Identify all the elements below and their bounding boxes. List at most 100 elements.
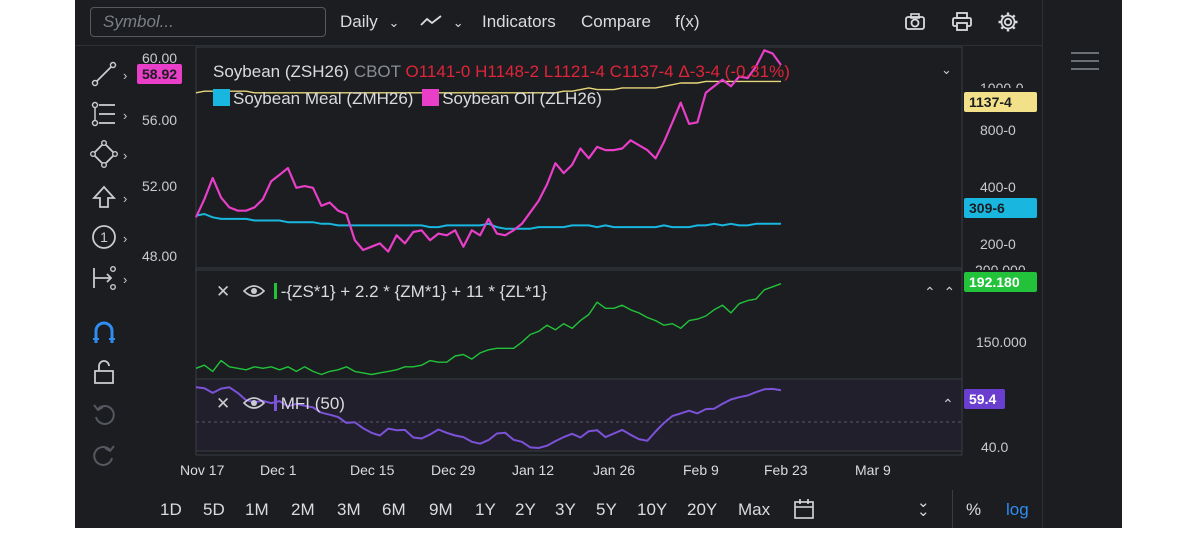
range-button-6m[interactable]: 6M [382, 500, 406, 519]
undo-button[interactable] [89, 398, 119, 428]
eye-icon[interactable] [242, 284, 266, 298]
trendline-icon [91, 61, 117, 87]
right-axis-tick-clipped: 1000-0 [980, 80, 1024, 88]
spread-legend: ✕ -{ZS*1} + 2.2 * {ZM*1} + 11 * {ZL*1} [216, 282, 547, 302]
arrow-tool[interactable] [89, 182, 119, 212]
symbol-search-input[interactable] [90, 7, 326, 37]
x-axis-label: Jan 26 [593, 462, 636, 478]
meal-price-badge: 309-6 [964, 198, 1037, 218]
calendar-icon[interactable] [793, 498, 815, 520]
main-series-name: Soybean (ZSH26) [213, 62, 350, 81]
chevron-down-icon: ⌄ [388, 15, 400, 30]
gear-icon[interactable] [996, 10, 1020, 34]
magnet-tool[interactable] [89, 317, 119, 347]
close-icon[interactable]: ✕ [216, 282, 231, 301]
x-axis-label: Mar 9 [855, 462, 891, 478]
mfi-color-swatch [273, 395, 277, 411]
range-button-3y[interactable]: 3Y [555, 500, 576, 519]
left-axis-tick: 56.00 [142, 112, 178, 128]
numbered-marker-icon: 1 [92, 225, 116, 249]
mfi-name[interactable]: MFI (50) [280, 394, 345, 413]
trendline-tool[interactable] [89, 59, 119, 89]
fib-tool[interactable] [89, 99, 119, 129]
fibonacci-icon [91, 101, 115, 127]
compare-button[interactable]: Compare [581, 12, 651, 31]
spread-formula[interactable]: -{ZS*1} + 2.2 * {ZM*1} + 11 * {ZL*1} [280, 282, 547, 301]
close-icon[interactable]: ✕ [216, 394, 231, 413]
measure-icon [93, 266, 117, 291]
chart-style-dropdown[interactable]: ⌄ [420, 12, 464, 32]
percent-scale-toggle[interactable]: % [966, 500, 982, 519]
range-button-20y[interactable]: 20Y [687, 500, 718, 519]
annotation-tool[interactable]: 1 [89, 222, 119, 252]
print-icon[interactable] [950, 10, 974, 34]
close-value: C1137-4 [609, 62, 674, 81]
top-toolbar: Daily ⌄ ⌄ Indicators Compare f(x) [75, 0, 1042, 46]
menu-icon[interactable] [1071, 52, 1099, 70]
meal-series-name[interactable]: Soybean Meal (ZMH26) [233, 89, 414, 108]
high-value: H1148-2 [475, 62, 540, 81]
pane-collapse-controls[interactable]: ⌃ ⌃ [924, 284, 956, 300]
chart-canvas[interactable] [75, 0, 1042, 490]
open-value: O1141-0 [405, 62, 471, 81]
svg-text:1: 1 [100, 229, 108, 245]
range-button-3m[interactable]: 3M [337, 500, 361, 519]
range-button-1m[interactable]: 1M [245, 500, 269, 519]
polygon-icon [90, 140, 119, 169]
mfi-legend: ✕ MFI (50) [216, 394, 345, 414]
measure-tool[interactable] [89, 263, 119, 293]
range-button-5y[interactable]: 5Y [596, 500, 617, 519]
chevron-right-icon[interactable]: › [123, 191, 128, 206]
right-axis-tick: 400-0 [980, 179, 1016, 195]
oil-series-name[interactable]: Soybean Oil (ZLH26) [442, 89, 602, 108]
main-legend: Soybean (ZSH26) CBOT O1141-0 H1148-2 L11… [213, 62, 790, 82]
x-axis-label: Nov 17 [180, 462, 225, 478]
pane-collapse-control[interactable]: ⌃ [942, 396, 954, 412]
spread-series-line [195, 283, 782, 376]
oil-color-swatch [422, 89, 440, 106]
chevron-right-icon[interactable]: › [123, 148, 128, 163]
range-button-9m[interactable]: 9M [429, 500, 453, 519]
right-axis-tick: 200-0 [980, 236, 1016, 252]
unlock-icon [94, 360, 114, 384]
spread-color-swatch [273, 283, 277, 299]
meal-color-swatch [213, 89, 230, 106]
range-button-2y[interactable]: 2Y [515, 500, 536, 519]
change-value: Δ-3-4 (-0.31%) [678, 62, 790, 81]
chevron-right-icon[interactable]: › [123, 272, 128, 287]
redo-icon [93, 445, 115, 466]
chevron-right-icon[interactable]: › [123, 231, 128, 246]
indicators-button[interactable]: Indicators [482, 12, 556, 31]
range-button-1y[interactable]: 1Y [475, 500, 496, 519]
right-axis-tick: 40.0 [981, 439, 1009, 452]
right-axis-tick: 800-0 [980, 122, 1016, 138]
chevron-right-icon[interactable]: › [123, 68, 128, 83]
left-axis-tick: 60.00 [142, 50, 178, 66]
chevron-down-icon: ⌄ [452, 15, 464, 30]
log-scale-toggle[interactable]: log [1006, 500, 1029, 519]
soybean-series-line [195, 80, 781, 94]
eye-icon[interactable] [242, 396, 266, 410]
chevron-right-icon[interactable]: › [123, 108, 128, 123]
mfi-pane [195, 378, 963, 452]
exchange-label: CBOT [353, 62, 401, 81]
double-chevron-down-icon[interactable]: ⌄ ⌄ [917, 494, 930, 520]
x-axis-label: Dec 29 [431, 462, 476, 478]
range-button-1d[interactable]: 1D [160, 500, 182, 519]
lock-tool[interactable] [89, 357, 119, 387]
left-axis-tick: 48.00 [142, 248, 178, 264]
redo-button[interactable] [89, 439, 119, 469]
mfi-series-line [195, 386, 782, 449]
x-axis-label: Dec 1 [260, 462, 297, 478]
range-button-10y[interactable]: 10Y [637, 500, 668, 519]
function-button[interactable]: f(x) [675, 12, 700, 31]
range-button-max[interactable]: Max [738, 500, 771, 519]
range-button-5d[interactable]: 5D [203, 500, 225, 519]
range-button-2m[interactable]: 2M [291, 500, 315, 519]
chevron-down-icon[interactable]: ⌄ [941, 62, 952, 77]
x-axis-label: Jan 12 [512, 462, 555, 478]
shape-tool[interactable] [89, 139, 119, 169]
interval-dropdown[interactable]: Daily ⌄ [340, 12, 399, 32]
camera-icon[interactable] [903, 10, 927, 34]
low-value: L1121-4 [543, 62, 605, 81]
